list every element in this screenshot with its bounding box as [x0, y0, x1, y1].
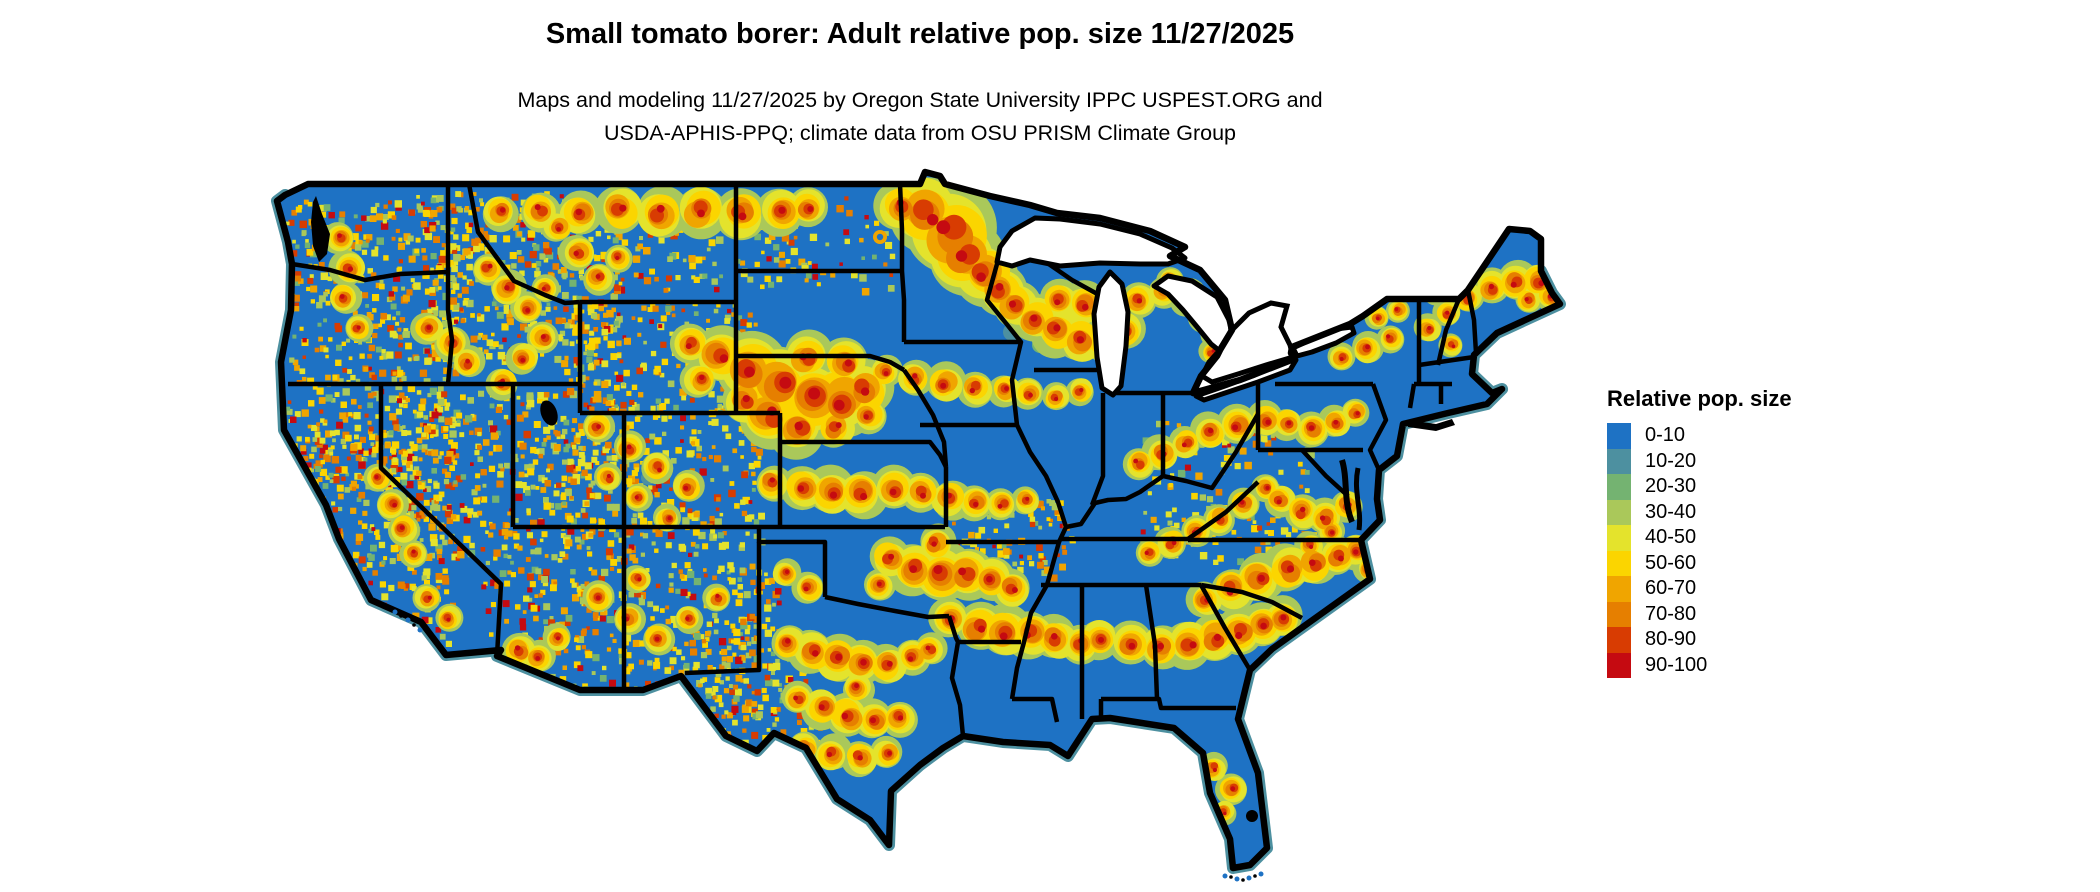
channel-islands: [405, 617, 411, 623]
florida-keys: [1241, 878, 1245, 882]
chesapeake-bay: [1339, 459, 1355, 524]
legend-label: 20-30: [1645, 475, 1697, 498]
legend-label: 30-40: [1645, 500, 1697, 523]
legend-swatch-icon: [1607, 474, 1631, 500]
puget-sound: [311, 196, 330, 262]
map-title: Small tomato borer: Adult relative pop. …: [545, 18, 1295, 50]
legend-swatch-icon: [1607, 627, 1631, 653]
legend-item: 50-60: [1607, 550, 1887, 576]
great-lake: [994, 215, 1188, 269]
legend-item: 20-30: [1607, 474, 1887, 500]
heat-raster: [285, 177, 1560, 826]
great-lake: [1091, 269, 1131, 398]
legend-item: 40-50: [1607, 525, 1887, 551]
channel-islands: [392, 609, 398, 615]
legend-swatch-icon: [1607, 499, 1631, 525]
legend-label: 70-80: [1645, 602, 1697, 625]
channel-islands: [417, 627, 423, 633]
florida-keys: [1258, 871, 1264, 877]
legend-swatch-icon: [1607, 601, 1631, 627]
legend-swatch-icon: [1607, 550, 1631, 576]
florida-keys: [1229, 875, 1233, 879]
legend-item: 70-80: [1607, 601, 1887, 627]
chesapeake-bay-east: [1353, 467, 1363, 531]
legend-items: 0-10 10-20 20-30 30-40 40-50 50-60 60-70 70-80 8…: [1607, 423, 1887, 678]
legend-label: 0-10: [1645, 424, 1686, 447]
legend-label: 90-100: [1645, 653, 1708, 676]
map-subtitle: Maps and modeling 11/27/2025 by Oregon S…: [220, 84, 1620, 150]
florida-keys: [1253, 874, 1257, 878]
lake-okeechobee: [1246, 810, 1258, 822]
legend-item: 80-90: [1607, 627, 1887, 653]
legend-panel: Relative pop. size 0-10 10-20 20-30 30-40 40…: [1607, 386, 1887, 678]
long-island: [1408, 419, 1455, 431]
legend-item: 30-40: [1607, 499, 1887, 525]
legend-item: 60-70: [1607, 576, 1887, 602]
legend-swatch-icon: [1607, 423, 1631, 449]
legend-swatch-icon: [1607, 448, 1631, 474]
channel-islands: [412, 623, 416, 627]
legend-label: 60-70: [1645, 577, 1697, 600]
legend-label: 40-50: [1645, 526, 1697, 549]
channel-islands: [399, 614, 403, 618]
subtitle-line-1: Maps and modeling 11/27/2025 by Oregon S…: [517, 88, 1323, 112]
legend-swatch-icon: [1607, 525, 1631, 551]
subtitle-line-2: USDA-APHIS-PPQ; climate data from OSU PR…: [603, 121, 1237, 145]
legend-label: 80-90: [1645, 628, 1697, 651]
great-lake: [1151, 273, 1235, 355]
legend-item: 0-10: [1607, 423, 1887, 449]
legend-swatch-icon: [1607, 576, 1631, 602]
florida-keys: [1234, 876, 1240, 882]
legend-item: 90-100: [1607, 652, 1887, 678]
legend-label: 50-60: [1645, 551, 1697, 574]
florida-keys: [1246, 875, 1252, 881]
legend-label: 10-20: [1645, 449, 1697, 472]
florida-keys: [1222, 873, 1228, 879]
us-outline: [273, 168, 1564, 872]
legend-item: 10-20: [1607, 448, 1887, 474]
great-salt-lake: [540, 400, 558, 426]
state-borders: [288, 183, 1479, 737]
legend-title: Relative pop. size: [1607, 386, 1792, 411]
legend-swatch-icon: [1607, 652, 1631, 678]
